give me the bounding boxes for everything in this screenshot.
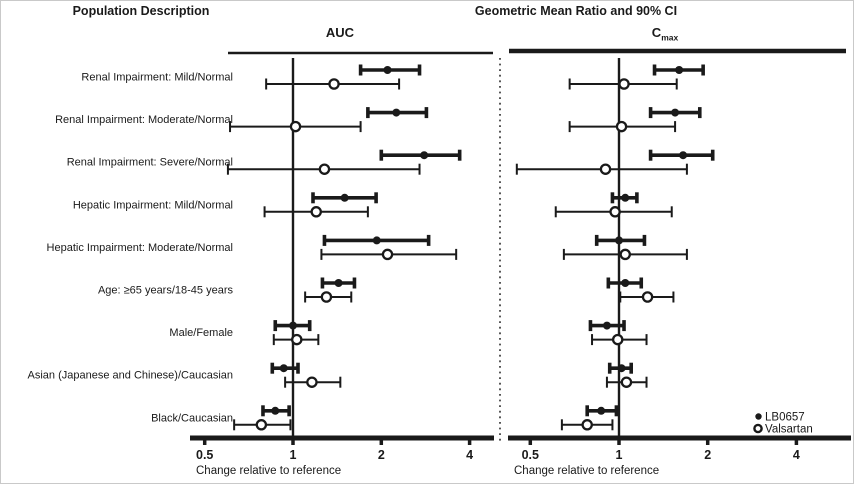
point-marker-valsartan xyxy=(599,163,612,175)
point-marker-valsartan xyxy=(328,78,340,90)
population-label: Hepatic Impairment: Mild/Normal xyxy=(73,199,233,211)
point-marker-valsartan xyxy=(641,291,654,303)
point-marker-valsartan xyxy=(289,120,302,133)
legend-open-circle-icon xyxy=(753,423,763,434)
legend-label-valsartan: Valsartan xyxy=(765,424,813,436)
point-marker-lb0657 xyxy=(602,321,611,330)
x-axis-label-auc: Change relative to reference xyxy=(196,465,341,477)
population-label: Hepatic Impairment: Moderate/Normal xyxy=(47,242,233,254)
population-label: Renal Impairment: Moderate/Normal xyxy=(55,114,233,126)
panel-title-auc: AUC xyxy=(326,25,355,40)
point-marker-valsartan xyxy=(619,248,631,261)
point-marker-lb0657 xyxy=(271,406,280,415)
point-marker-lb0657 xyxy=(420,151,429,160)
point-marker-lb0657 xyxy=(671,108,680,117)
point-marker-valsartan xyxy=(310,206,322,218)
population-label: Male/Female xyxy=(169,327,233,339)
x-tick-label-auc: 1 xyxy=(290,448,297,462)
point-marker-lb0657 xyxy=(334,279,343,287)
x-tick-label-auc: 4 xyxy=(466,448,473,462)
point-marker-lb0657 xyxy=(621,279,630,287)
population-label: Renal Impairment: Severe/Normal xyxy=(67,157,233,169)
population-label: Asian (Japanese and Chinese)/Caucasian xyxy=(28,370,233,382)
legend-label-lb0657: LB0657 xyxy=(765,412,805,424)
x-tick-label-auc: 2 xyxy=(378,448,385,462)
point-marker-valsartan xyxy=(291,333,303,346)
population-label: Black/Caucasian xyxy=(151,412,233,424)
point-marker-lb0657 xyxy=(372,236,381,245)
point-marker-valsartan xyxy=(618,78,630,90)
point-marker-lb0657 xyxy=(621,193,630,202)
point-marker-lb0657 xyxy=(392,108,401,117)
point-marker-lb0657 xyxy=(597,406,606,415)
point-marker-valsartan xyxy=(306,376,318,388)
point-marker-lb0657 xyxy=(617,364,626,373)
point-marker-valsartan xyxy=(320,291,333,303)
population-column-title: Population Description xyxy=(72,4,210,18)
x-axis-label-cmax: Change relative to reference xyxy=(514,465,659,477)
population-label: Age: ≥65 years/18-45 years xyxy=(98,285,234,297)
figure-title: Geometric Mean Ratio and 90% CI xyxy=(474,4,678,18)
point-marker-lb0657 xyxy=(615,236,623,245)
x-tick-label-cmax: 0.5 xyxy=(522,448,539,462)
point-marker-valsartan xyxy=(611,333,624,346)
population-label: Renal Impairment: Mild/Normal xyxy=(81,72,233,84)
point-marker-valsartan xyxy=(381,248,394,261)
point-marker-lb0657 xyxy=(340,193,349,202)
legend-filled-circle-icon xyxy=(755,413,762,420)
panel-title-cmax: Cmax xyxy=(652,25,679,43)
point-marker-lb0657 xyxy=(679,151,688,160)
point-marker-lb0657 xyxy=(289,321,297,330)
point-marker-lb0657 xyxy=(279,364,288,373)
point-marker-lb0657 xyxy=(383,66,392,74)
point-marker-valsartan xyxy=(581,419,593,431)
x-tick-label-cmax: 1 xyxy=(616,448,623,462)
x-tick-label-cmax: 4 xyxy=(793,448,800,462)
point-marker-lb0657 xyxy=(675,66,684,74)
point-marker-valsartan xyxy=(609,206,621,218)
point-marker-valsartan xyxy=(318,163,331,175)
x-tick-label-auc: 0.5 xyxy=(196,448,213,462)
point-marker-valsartan xyxy=(620,376,633,388)
point-marker-valsartan xyxy=(255,419,268,431)
x-tick-label-cmax: 2 xyxy=(704,448,711,462)
point-marker-valsartan xyxy=(615,120,628,133)
